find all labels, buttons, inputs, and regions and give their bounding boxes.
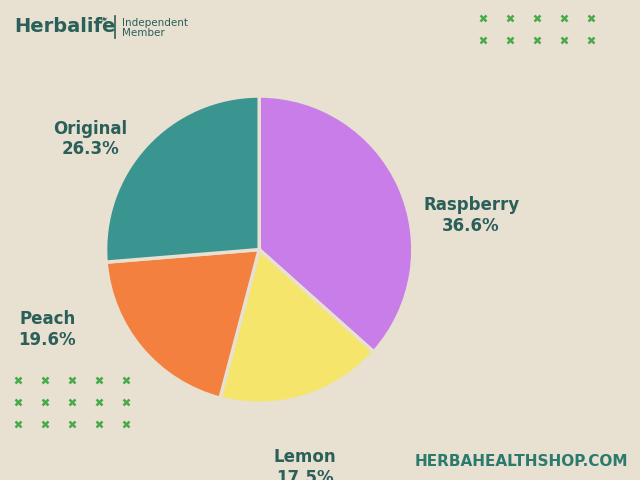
Text: Member: Member <box>122 28 164 38</box>
Wedge shape <box>106 96 259 262</box>
Text: Peach
19.6%: Peach 19.6% <box>19 310 76 349</box>
Wedge shape <box>106 250 259 398</box>
Text: Lemon
17.5%: Lemon 17.5% <box>274 448 337 480</box>
Text: Herbalife: Herbalife <box>14 16 115 36</box>
Wedge shape <box>259 96 413 352</box>
Text: ❧: ❧ <box>98 13 110 26</box>
Text: Independent: Independent <box>122 18 188 28</box>
Text: Raspberry
36.6%: Raspberry 36.6% <box>423 196 519 235</box>
Text: HERBAHEALTHSHOP.COM: HERBAHEALTHSHOP.COM <box>415 455 628 469</box>
Wedge shape <box>220 250 374 403</box>
Text: Original
26.3%: Original 26.3% <box>53 120 127 158</box>
